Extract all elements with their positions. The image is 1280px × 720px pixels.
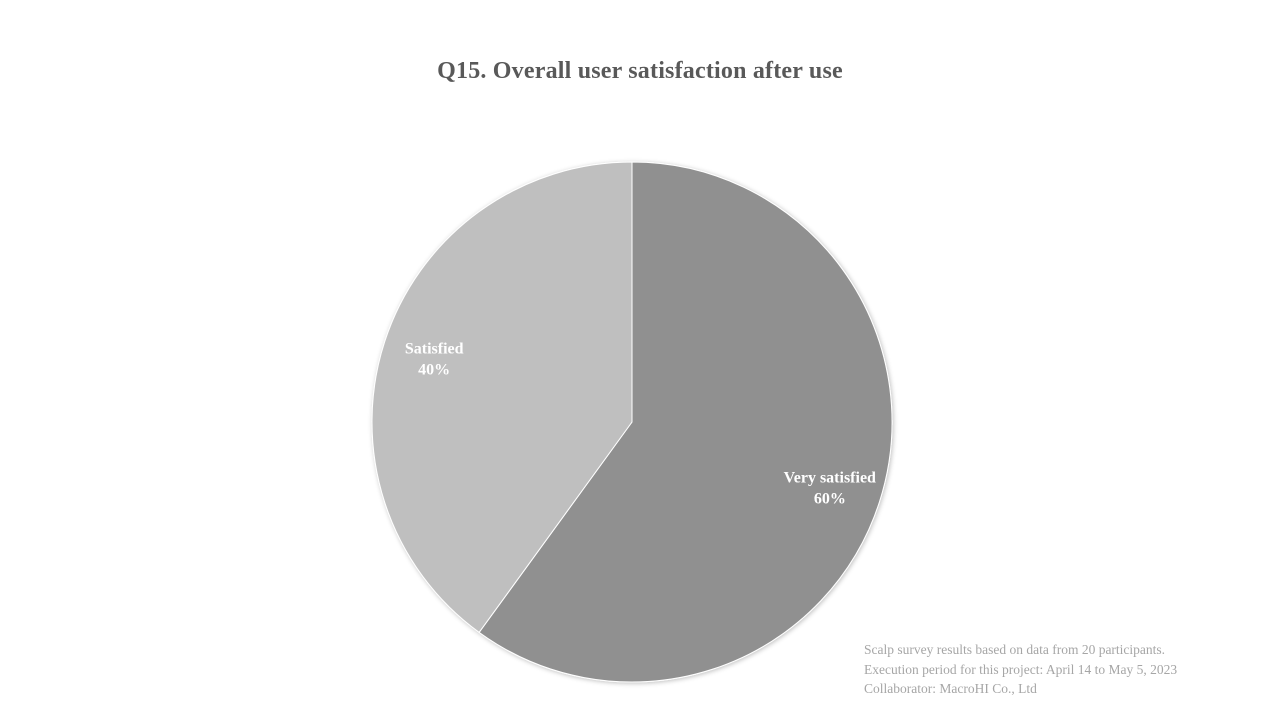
footnote-period: Execution period for this project: April… bbox=[864, 661, 1178, 677]
pie-slice-very-satisfied bbox=[478, 161, 893, 683]
chart-title: Q15. Overall user satisfaction after use bbox=[437, 58, 843, 84]
footnote-participants: Scalp survey results based on data from … bbox=[864, 642, 1166, 657]
pie-slice-satisfied bbox=[371, 161, 633, 634]
footnote: Scalp survey results based on data from … bbox=[864, 640, 1177, 699]
slice-label-satisfied: Satisfied 40% bbox=[405, 341, 464, 379]
footnote-collaborator: Collaborator: MacroHI Co., Ltd bbox=[864, 681, 1037, 696]
slice-label-very-satisfied: Very satisfied 60% bbox=[784, 469, 876, 507]
